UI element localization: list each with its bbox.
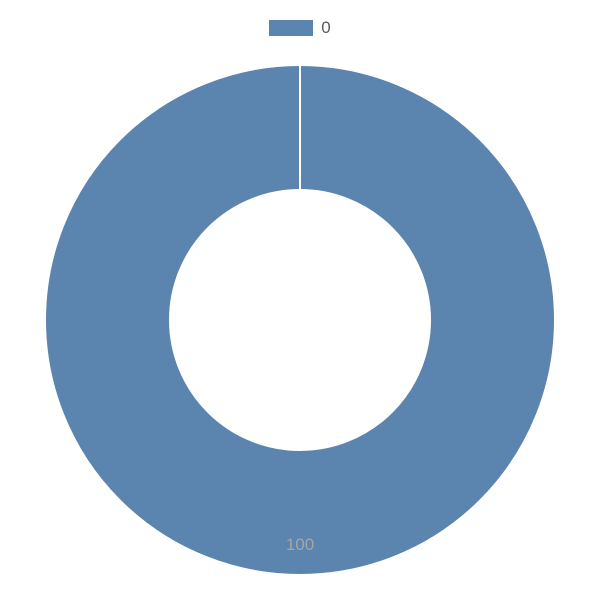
slice-value-label: 100 <box>286 535 314 555</box>
donut-chart-svg <box>0 0 600 600</box>
donut-chart-container: 0 100 <box>0 0 600 600</box>
